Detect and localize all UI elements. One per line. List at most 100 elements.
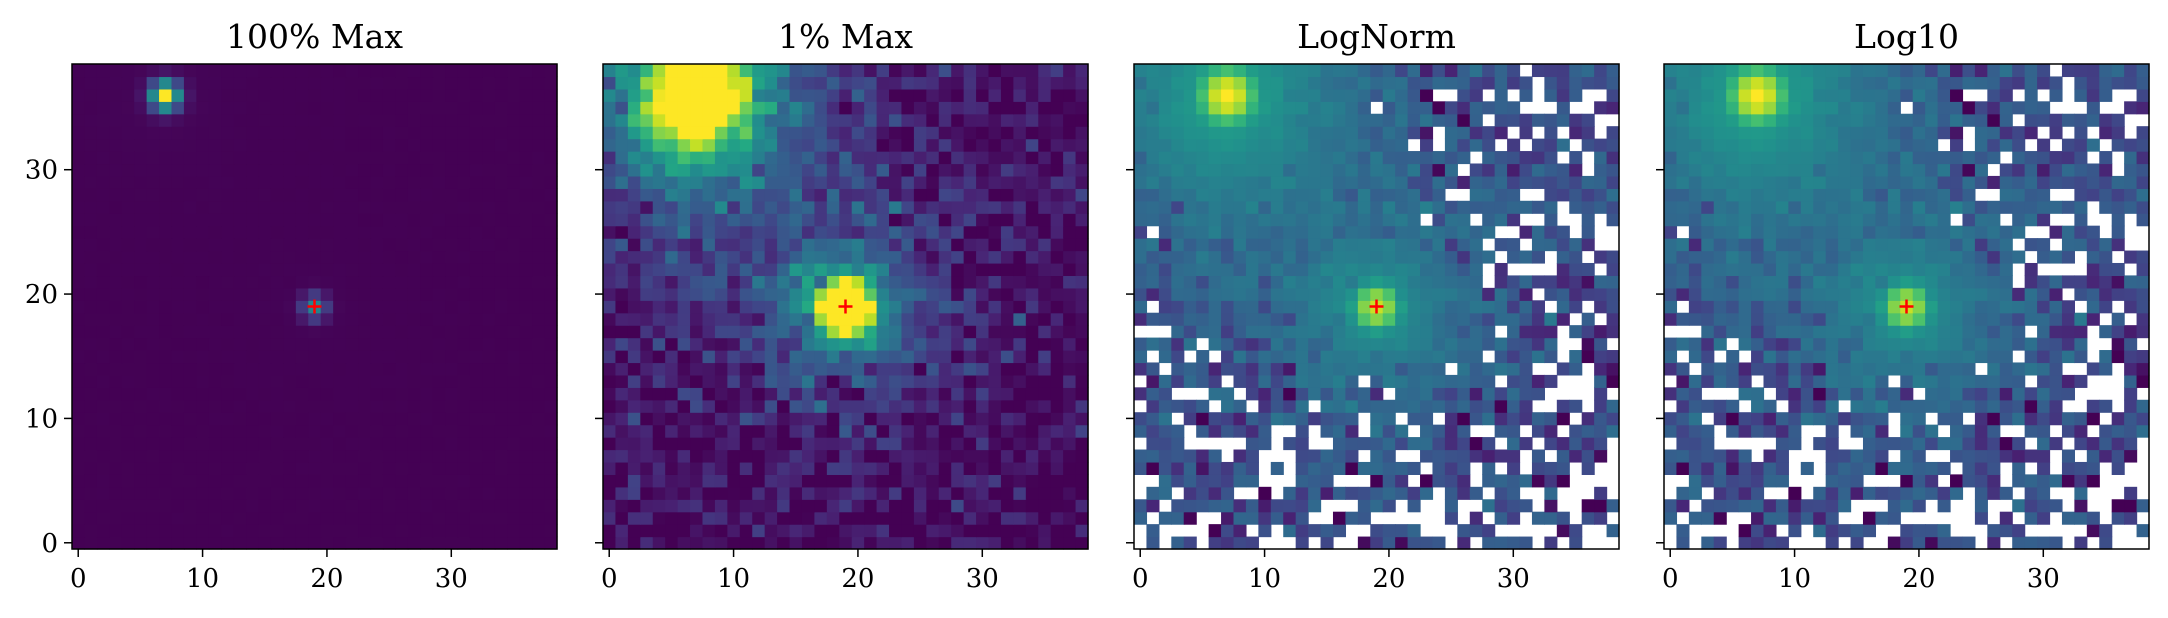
- heatmap-cell: [1676, 387, 1690, 401]
- heatmap-cell: [1688, 312, 1702, 326]
- heatmap-cell: [2124, 499, 2138, 513]
- heatmap-cell: [789, 64, 803, 78]
- heatmap-cell: [544, 238, 558, 252]
- heatmap-cell: [1283, 312, 1297, 326]
- heatmap-cell: [370, 362, 384, 376]
- heatmap-cell: [864, 88, 878, 102]
- heatmap-cell: [1050, 101, 1064, 115]
- heatmap-cell: [988, 474, 1002, 488]
- heatmap-cell: [1569, 200, 1583, 214]
- heatmap-cell: [913, 362, 927, 376]
- heatmap-cell: [1308, 474, 1322, 488]
- heatmap-cell: [1025, 325, 1039, 339]
- heatmap-cell: [864, 424, 878, 438]
- heatmap-cell: [544, 200, 558, 214]
- heatmap-cell: [1221, 151, 1235, 165]
- heatmap-cell: [1063, 250, 1077, 264]
- heatmap-cell: [801, 175, 816, 189]
- heatmap-cell: [1270, 88, 1284, 102]
- heatmap-cell: [976, 138, 990, 152]
- heatmap-cell: [382, 524, 396, 538]
- heatmap-cell: [196, 64, 210, 78]
- heatmap-cell: [1531, 300, 1545, 314]
- heatmap-cell: [839, 64, 853, 78]
- heatmap-cell: [1432, 374, 1446, 388]
- heatmap-cell: [652, 101, 666, 115]
- heatmap-cell: [432, 188, 446, 202]
- heatmap-cell: [1556, 225, 1570, 239]
- heatmap-cell: [1395, 424, 1409, 438]
- heatmap-cell: [1245, 312, 1259, 326]
- heatmap-cell: [1507, 138, 1521, 152]
- heatmap-cell: [1270, 511, 1284, 525]
- heatmap-cell: [1370, 113, 1384, 127]
- heatmap-cell: [2099, 350, 2113, 364]
- heatmap-cell: [1038, 337, 1052, 351]
- heatmap-cell: [457, 88, 471, 102]
- heatmap-cell: [1925, 437, 1939, 451]
- heatmap-cell: [1974, 287, 1988, 301]
- heatmap-cell: [690, 113, 704, 127]
- heatmap-cell: [420, 113, 434, 127]
- heatmap-cell: [1407, 64, 1421, 78]
- heatmap-cell: [109, 449, 123, 463]
- heatmap-cell: [864, 300, 878, 314]
- heatmap-cell: [1050, 238, 1064, 252]
- heatmap-cell: [183, 350, 197, 364]
- heatmap-cell: [1395, 325, 1409, 339]
- heatmap-cell: [270, 238, 285, 252]
- heatmap-cell: [752, 350, 766, 364]
- heatmap-cell: [96, 126, 110, 140]
- heatmap-cell: [1283, 213, 1297, 227]
- heatmap-cell: [1063, 213, 1077, 227]
- heatmap-cell: [270, 424, 285, 438]
- heatmap-cell: [1146, 113, 1160, 127]
- heatmap-cell: [627, 387, 641, 401]
- heatmap-cell: [358, 399, 372, 413]
- heatmap-cell: [233, 188, 247, 202]
- heatmap-cell: [1208, 287, 1222, 301]
- heatmap-cell: [913, 175, 927, 189]
- heatmap-cell: [739, 200, 753, 214]
- heatmap-cell: [1950, 536, 1964, 550]
- heatmap-cell: [1407, 461, 1421, 475]
- heatmap-cell: [1912, 287, 1926, 301]
- heatmap-cell: [519, 287, 533, 301]
- heatmap-cell: [1345, 188, 1359, 202]
- heatmap-cell: [333, 64, 347, 78]
- heatmap-cell: [1482, 225, 1496, 239]
- heatmap-cell: [1258, 225, 1272, 239]
- heatmap-cell: [1245, 175, 1259, 189]
- heatmap-cell: [1171, 138, 1185, 152]
- heatmap-cell: [432, 325, 446, 339]
- heatmap-cell: [171, 536, 185, 550]
- heatmap-cell: [690, 536, 704, 550]
- heatmap-cell: [1000, 461, 1014, 475]
- heatmap-cell: [333, 350, 347, 364]
- heatmap-cell: [739, 300, 753, 314]
- heatmap-cell: [420, 64, 434, 78]
- heatmap-cell: [1245, 511, 1259, 525]
- heatmap-cell: [938, 399, 952, 413]
- heatmap-cell: [109, 287, 123, 301]
- heatmap-cell: [1887, 362, 1901, 376]
- heatmap-cell: [1146, 399, 1160, 413]
- heatmap-cell: [864, 474, 878, 488]
- heatmap-cell: [1444, 262, 1458, 277]
- heatmap-cell: [963, 536, 977, 550]
- heatmap-cell: [1320, 151, 1334, 165]
- heatmap-cell: [1420, 337, 1434, 351]
- heatmap-cell: [976, 238, 990, 252]
- heatmap-cell: [1395, 88, 1409, 102]
- heatmap-cell: [1000, 399, 1014, 413]
- heatmap-cell: [603, 337, 617, 351]
- heatmap-cell: [1713, 399, 1727, 413]
- heatmap-cell: [1581, 175, 1595, 189]
- heatmap-cell: [2136, 412, 2150, 426]
- heatmap-cell: [295, 499, 309, 513]
- heatmap-cell: [494, 175, 508, 189]
- heatmap-cell: [469, 499, 483, 513]
- chart-title: 100% Max: [226, 17, 403, 56]
- heatmap-cell: [146, 536, 160, 550]
- heatmap-cell: [1258, 337, 1272, 351]
